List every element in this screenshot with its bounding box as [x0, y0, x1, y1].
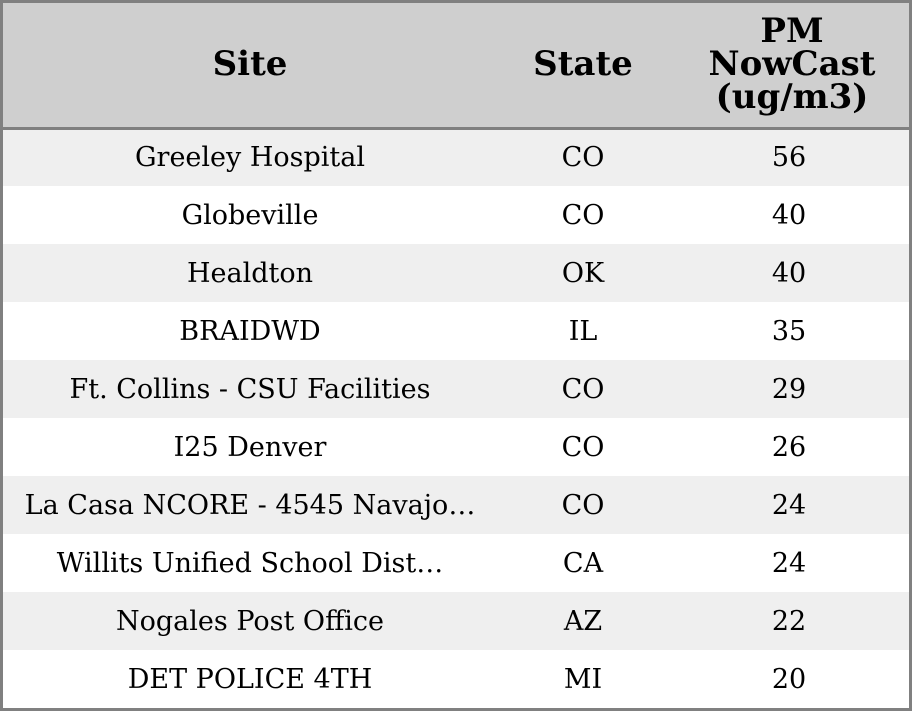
header-state: State: [497, 3, 669, 130]
cell-pm: 56: [669, 128, 909, 186]
table-row: Nogales Post Office AZ 22: [3, 592, 909, 650]
table-row: Globeville CO 40: [3, 186, 909, 244]
cell-site: Greeley Hospital: [3, 128, 497, 186]
table-row: Willits Unified School Dist… CA 24: [3, 534, 909, 592]
cell-site: La Casa NCORE - 4545 Navajo…: [3, 476, 497, 534]
header-pm-line-2: NowCast: [708, 44, 876, 85]
cell-site: I25 Denver: [3, 418, 497, 476]
cell-pm: 20: [669, 650, 909, 708]
cell-pm: 29: [669, 360, 909, 418]
table-row: BRAIDWD IL 35: [3, 302, 909, 360]
table-row: Greeley Hospital CO 56: [3, 128, 909, 186]
cell-site: BRAIDWD: [3, 302, 497, 360]
cell-state: MI: [497, 650, 669, 708]
cell-site: Ft. Collins - CSU Facilities: [3, 360, 497, 418]
cell-site: DET POLICE 4TH: [3, 650, 497, 708]
pm-nowcast-table: Site State PM NowCast (ug/m3) Greeley Ho…: [3, 3, 909, 708]
cell-site: Willits Unified School Dist…: [3, 534, 497, 592]
header-pm-line-3: (ug/m3): [715, 77, 869, 118]
cell-state: CA: [497, 534, 669, 592]
table-row: La Casa NCORE - 4545 Navajo… CO 24: [3, 476, 909, 534]
table-row: Ft. Collins - CSU Facilities CO 29: [3, 360, 909, 418]
cell-site: Nogales Post Office: [3, 592, 497, 650]
cell-site: Globeville: [3, 186, 497, 244]
cell-site: Healdton: [3, 244, 497, 302]
header-site: Site: [3, 3, 497, 130]
cell-pm: 22: [669, 592, 909, 650]
cell-state: CO: [497, 418, 669, 476]
cell-state: AZ: [497, 592, 669, 650]
cell-pm: 35: [669, 302, 909, 360]
cell-pm: 24: [669, 534, 909, 592]
table-row: DET POLICE 4TH MI 20: [3, 650, 909, 708]
cell-pm: 40: [669, 244, 909, 302]
cell-state: CO: [497, 186, 669, 244]
cell-state: IL: [497, 302, 669, 360]
table-body: Greeley Hospital CO 56 Globeville CO 40 …: [3, 128, 909, 708]
cell-pm: 24: [669, 476, 909, 534]
table-row: I25 Denver CO 26: [3, 418, 909, 476]
table-header: Site State PM NowCast (ug/m3): [3, 3, 909, 130]
cell-pm: 26: [669, 418, 909, 476]
cell-state: OK: [497, 244, 669, 302]
header-pm-line-1: PM: [760, 11, 824, 52]
cell-pm: 40: [669, 186, 909, 244]
cell-state: CO: [497, 128, 669, 186]
cell-state: CO: [497, 476, 669, 534]
header-row: Site State PM NowCast (ug/m3): [3, 3, 909, 130]
cell-state: CO: [497, 360, 669, 418]
header-pm-nowcast: PM NowCast (ug/m3): [669, 3, 909, 130]
table-row: Healdton OK 40: [3, 244, 909, 302]
